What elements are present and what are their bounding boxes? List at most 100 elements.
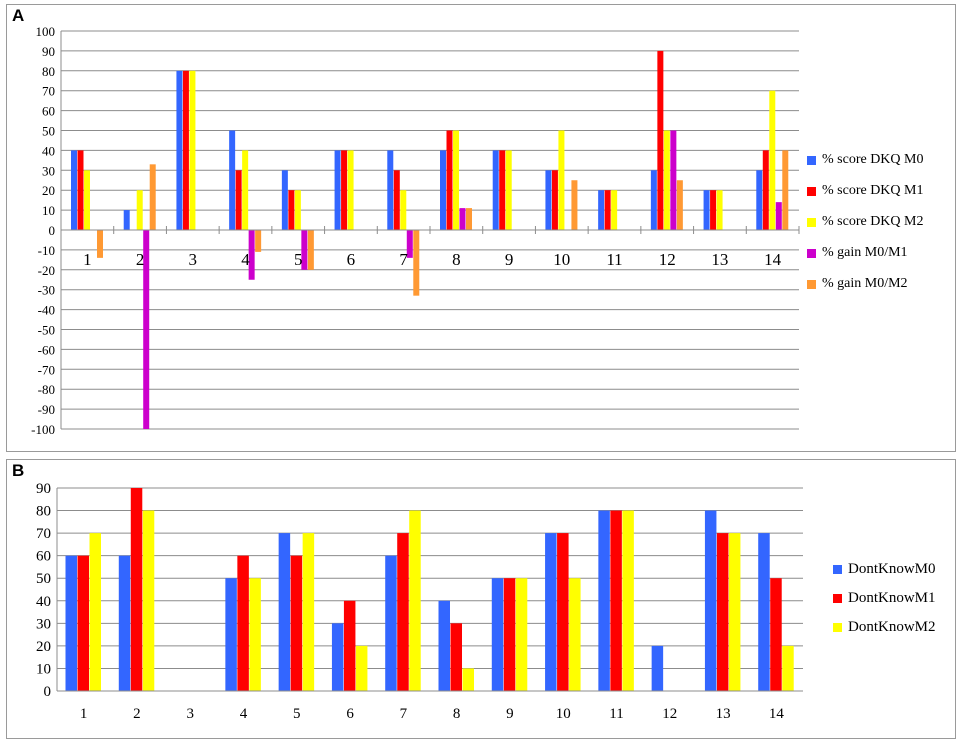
legend-swatch <box>807 217 816 227</box>
bar--gain-m0-m2-4 <box>255 230 262 252</box>
bar--score-dkq-m0-9 <box>492 150 499 230</box>
bar-dontknowm1-8 <box>450 623 462 691</box>
legend-label: DontKnowM0 <box>848 560 936 577</box>
x-tick-label: 10 <box>556 706 571 722</box>
bar-dontknowm0-8 <box>438 600 450 691</box>
bar--gain-m0-m2-10 <box>571 180 578 230</box>
x-tick-label: 4 <box>240 706 248 722</box>
bar--score-dkq-m1-3 <box>182 70 189 230</box>
bar--score-dkq-m1-13 <box>710 190 717 230</box>
bar-dontknowm2-5 <box>302 533 315 691</box>
x-tick-label: 6 <box>346 706 354 722</box>
legend-label: DontKnowM1 <box>848 589 936 606</box>
bar--score-dkq-m2-8 <box>453 130 459 230</box>
bar-dontknowm0-11 <box>598 510 610 691</box>
bar--score-dkq-m2-11 <box>611 190 618 230</box>
bar--score-dkq-m1-5 <box>288 190 295 230</box>
bar-dontknowm1-7 <box>397 533 409 691</box>
legend-item: % score DKQ M1 <box>807 180 923 202</box>
x-tick-label: 7 <box>399 250 408 269</box>
legend-item: % gain M0/M2 <box>807 273 923 295</box>
bar--score-dkq-m1-7 <box>393 170 400 230</box>
y-tick-label: 10 <box>42 203 55 218</box>
y-tick-label: 0 <box>44 684 52 700</box>
x-tick-label: 2 <box>133 706 141 722</box>
bar--score-dkq-m2-9 <box>505 150 512 230</box>
x-tick-label: 13 <box>711 250 728 269</box>
bar-dontknowm2-10 <box>569 578 581 691</box>
bar-dontknowm1-9 <box>503 578 516 691</box>
bar-dontknowm2-9 <box>515 578 528 691</box>
legend-swatch <box>807 155 816 165</box>
bar--score-dkq-m1-10 <box>551 170 558 230</box>
legend-label: DontKnowM2 <box>848 618 936 635</box>
x-tick-label: 8 <box>452 250 461 269</box>
bar-dontknowm0-6 <box>331 623 344 691</box>
y-tick-label: -50 <box>38 323 55 338</box>
x-tick-label: 5 <box>294 250 303 269</box>
y-tick-label: 100 <box>36 24 56 39</box>
bar--score-dkq-m1-1 <box>77 150 84 230</box>
y-tick-label: -70 <box>38 362 55 377</box>
bar--gain-m0-m2-14 <box>782 150 789 230</box>
bar-dontknowm1-5 <box>290 555 303 691</box>
bar--gain-m0-m1-2 <box>143 230 150 429</box>
legend-label: % gain M0/M2 <box>822 276 908 291</box>
legend-swatch <box>807 248 816 258</box>
x-tick-label: 4 <box>241 250 250 269</box>
legend-swatch <box>833 622 842 632</box>
bar-dontknowm0-4 <box>225 578 237 691</box>
bar-dontknowm1-2 <box>130 488 143 691</box>
y-tick-label: -40 <box>38 303 55 318</box>
y-tick-label: -60 <box>38 342 55 357</box>
y-tick-label: 90 <box>42 44 55 59</box>
bar-dontknowm0-7 <box>385 555 397 691</box>
bar-dontknowm2-2 <box>142 510 155 691</box>
bar--score-dkq-m0-7 <box>387 150 394 230</box>
bar-dontknowm0-12 <box>651 645 664 691</box>
chart-a-svg: 1009080706050403020100-10-20-30-40-50-60… <box>31 24 800 437</box>
legend-item: DontKnowM0 <box>833 558 936 580</box>
y-tick-label: 80 <box>42 64 55 79</box>
bar-dontknowm0-10 <box>545 533 557 691</box>
bar--score-dkq-m2-3 <box>189 70 196 230</box>
x-tick-label: 7 <box>400 706 408 722</box>
bar-dontknowm0-14 <box>758 533 770 691</box>
bar--score-dkq-m0-5 <box>281 170 288 230</box>
bar--gain-m0-m1-12 <box>670 130 677 230</box>
legend-item: % score DKQ M0 <box>807 149 923 171</box>
x-tick-label: 11 <box>609 706 623 722</box>
x-tick-label: 12 <box>662 706 677 722</box>
bar-dontknowm1-13 <box>716 533 729 691</box>
x-tick-label: 1 <box>80 706 88 722</box>
y-tick-label: 60 <box>42 104 55 119</box>
legend-item: DontKnowM1 <box>833 587 936 609</box>
y-tick-label: 70 <box>36 526 51 542</box>
bar-dontknowm0-13 <box>704 510 717 691</box>
y-tick-label: 10 <box>36 661 51 677</box>
bar-dontknowm1-14 <box>770 578 782 691</box>
bar-dontknowm1-6 <box>343 600 356 691</box>
bar-dontknowm2-6 <box>355 645 368 691</box>
bar--score-dkq-m0-1 <box>71 150 77 230</box>
x-tick-label: 8 <box>453 706 461 722</box>
bar--score-dkq-m0-14 <box>756 170 763 230</box>
legend-item: % score DKQ M2 <box>807 211 923 233</box>
bar--score-dkq-m0-10 <box>545 170 552 230</box>
bar--gain-m0-m2-2 <box>149 164 156 230</box>
chart-b-legend: DontKnowM0 DontKnowM1 DontKnowM2 <box>833 558 936 645</box>
bar-dontknowm1-11 <box>610 510 622 691</box>
bar--score-dkq-m2-4 <box>242 150 249 230</box>
bar-dontknowm0-5 <box>278 533 291 691</box>
bar--score-dkq-m0-8 <box>440 150 446 230</box>
bar-dontknowm2-8 <box>462 668 474 691</box>
legend-label: % score DKQ M1 <box>822 183 924 198</box>
x-tick-label: 3 <box>189 250 198 269</box>
y-tick-label: 50 <box>36 571 51 587</box>
bar--score-dkq-m2-5 <box>294 190 301 230</box>
bar--score-dkq-m0-12 <box>650 170 657 230</box>
x-tick-label: 11 <box>606 250 622 269</box>
bar--score-dkq-m1-4 <box>235 170 242 230</box>
bar--gain-m0-m1-4 <box>248 230 255 280</box>
